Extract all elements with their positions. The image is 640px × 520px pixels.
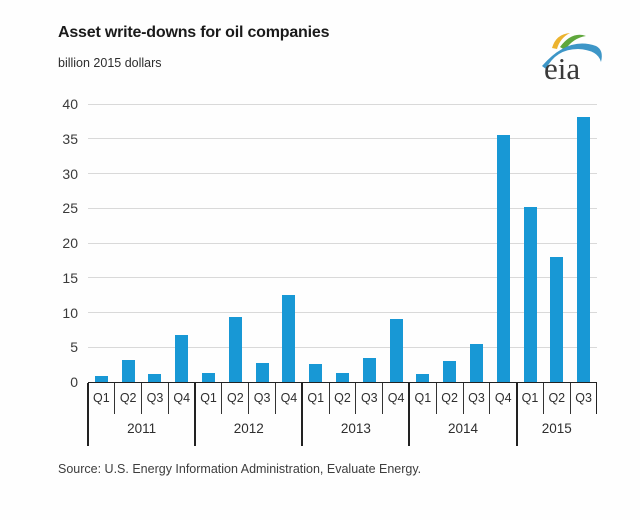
quarter-divider (542, 383, 544, 414)
quarter-label-2015-Q1: Q1 (521, 391, 539, 405)
bar-2011-Q4 (175, 334, 189, 382)
quarter-divider (275, 383, 277, 414)
plot-area (88, 103, 597, 383)
quarter-label-2013-Q3: Q3 (360, 391, 378, 405)
y-tick-label-5: 5 (70, 339, 78, 356)
quarter-divider (355, 383, 357, 414)
bar-2015-Q3 (577, 117, 591, 382)
year-divider (596, 383, 597, 414)
bar-2015-Q2 (550, 256, 564, 382)
eia-logo-yellow-leaf (552, 33, 570, 49)
bar-2011-Q3 (148, 373, 162, 382)
quarter-divider (221, 383, 223, 414)
year-divider (194, 383, 197, 446)
quarter-label-2014-Q2: Q2 (441, 391, 458, 405)
bar-2013-Q4 (389, 318, 403, 382)
source-note: Source: U.S. Energy Information Administ… (58, 462, 422, 476)
eia-logo-icon: eia (542, 33, 602, 86)
gridline-30 (88, 173, 597, 174)
quarter-label-2012-Q4: Q4 (280, 391, 298, 405)
bar-2012-Q2 (228, 316, 242, 382)
x-axis: Q1 Q2 Q3 Q4 Q1 Q2 Q3 Q4 Q1 Q2 Q3 Q4 Q1 Q2 Q3 Q4 Q1 Q2 Q3 20… (87, 383, 597, 446)
quarter-divider (462, 383, 464, 414)
bar-2012-Q3 (255, 362, 269, 382)
quarter-label-2011-Q4: Q4 (173, 391, 191, 405)
quarter-divider (435, 383, 437, 414)
bar-2011-Q1 (94, 376, 108, 382)
y-tick-label-15: 15 (62, 269, 78, 286)
chart-subtitle: billion 2015 dollars (58, 56, 162, 70)
bar-2014-Q3 (469, 343, 483, 382)
bar-2014-Q2 (443, 361, 457, 382)
year-label-2013: 2013 (340, 421, 371, 436)
quarter-divider (489, 383, 491, 414)
y-tick-label-25: 25 (62, 200, 78, 217)
quarter-divider (248, 383, 250, 414)
quarter-divider (141, 383, 143, 414)
quarter-label-2015-Q2: Q2 (548, 391, 566, 405)
bar-2015-Q1 (523, 206, 537, 382)
quarter-label-2011-Q1: Q1 (93, 391, 110, 405)
quarter-divider (114, 383, 116, 414)
bar-2011-Q2 (121, 360, 135, 382)
quarter-divider (167, 383, 169, 414)
bar-2013-Q1 (309, 363, 323, 382)
gridline-5 (88, 346, 597, 348)
gridline-15 (88, 277, 597, 279)
quarter-divider (569, 383, 571, 414)
y-tick-label-0: 0 (70, 374, 78, 390)
quarter-divider (328, 383, 330, 414)
y-tick-label-10: 10 (62, 304, 78, 321)
quarter-label-2011-Q3: Q3 (146, 391, 164, 405)
quarter-label-2014-Q4: Q4 (494, 391, 512, 405)
y-tick-label-30: 30 (62, 165, 78, 182)
quarter-label-2012-Q1: Q1 (200, 391, 217, 405)
quarter-label-2012-Q3: Q3 (253, 391, 271, 405)
bar-2013-Q3 (362, 358, 376, 382)
quarter-label-2014-Q3: Q3 (468, 391, 485, 405)
quarter-label-2012-Q2: Q2 (226, 391, 244, 405)
year-divider (408, 383, 411, 446)
quarter-divider (382, 383, 384, 414)
year-label-2015: 2015 (541, 421, 572, 436)
gridline-10 (88, 312, 597, 313)
y-tick-label-20: 20 (62, 235, 78, 251)
gridline-25 (88, 207, 597, 209)
y-tick-label-40: 40 (62, 96, 78, 112)
gridline-35 (88, 138, 597, 140)
year-label-2014: 2014 (448, 421, 479, 436)
quarter-label-2013-Q2: Q2 (334, 391, 351, 405)
quarter-label-2011-Q2: Q2 (119, 391, 137, 405)
eia-logo-green-leaf (560, 34, 586, 50)
quarter-label-2013-Q4: Q4 (387, 391, 405, 405)
year-label-2011: 2011 (127, 421, 157, 436)
eia-logo-blue-swoosh (542, 43, 602, 69)
y-tick-label-35: 35 (62, 130, 78, 147)
bar-2014-Q4 (496, 134, 510, 382)
gridline-40 (88, 103, 597, 105)
bar-2012-Q4 (282, 295, 296, 382)
year-divider (515, 383, 518, 446)
quarter-label-2015-Q3: Q3 (575, 391, 592, 405)
eia-logo-text: eia (544, 51, 580, 86)
year-label-2012: 2012 (233, 421, 264, 436)
year-divider (301, 383, 304, 446)
year-divider (87, 383, 89, 446)
gridline-20 (88, 242, 597, 244)
bar-2014-Q1 (416, 373, 430, 382)
quarter-label-2013-Q1: Q1 (307, 391, 325, 405)
chart-title: Asset write-downs for oil companies (58, 24, 330, 41)
quarter-label-2014-Q1: Q1 (414, 391, 432, 405)
bar-2012-Q1 (202, 372, 216, 382)
bar-2013-Q2 (336, 372, 349, 382)
